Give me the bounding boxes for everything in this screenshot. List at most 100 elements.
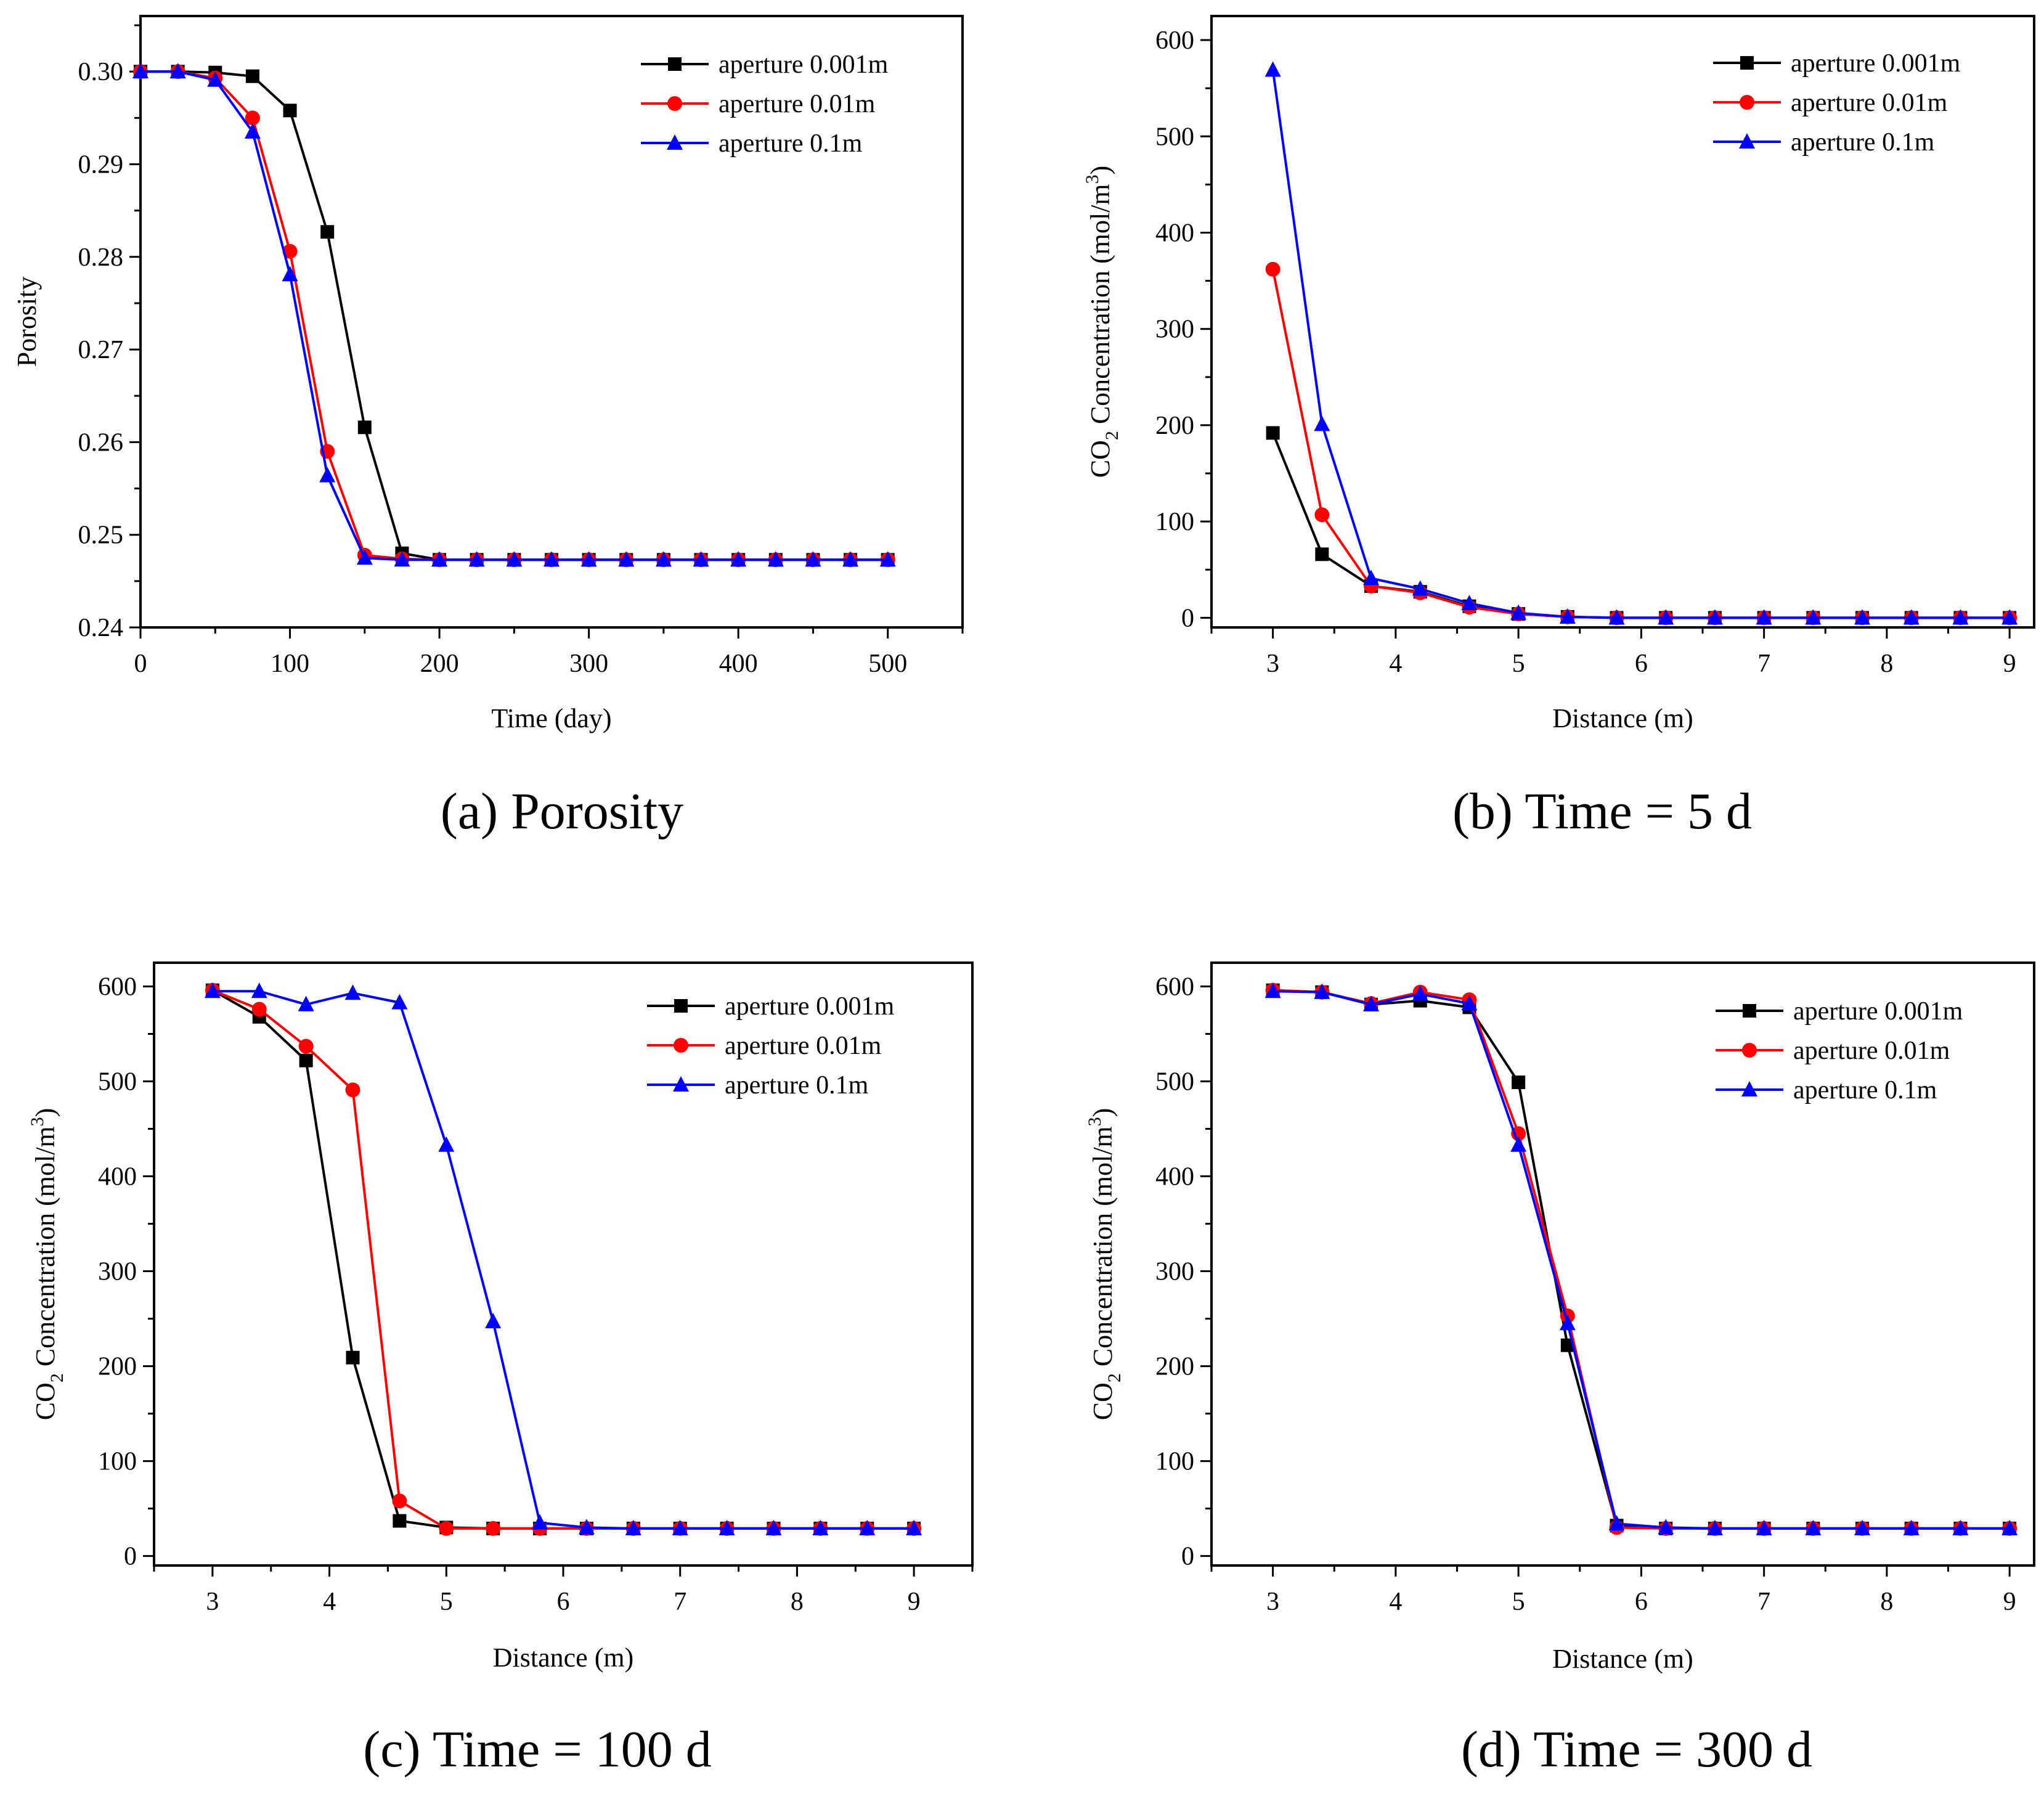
data-point bbox=[1952, 609, 1969, 625]
data-point bbox=[282, 243, 298, 259]
data-point bbox=[394, 551, 410, 567]
y-tick-label: 0.29 bbox=[78, 150, 124, 179]
y-tick-label: 100 bbox=[1155, 508, 1194, 536]
series-line bbox=[1271, 70, 2010, 619]
y-axis-title: CO2 Concentration (mol/m3) bbox=[1082, 166, 1122, 478]
x-axis-title: Time (day) bbox=[491, 703, 611, 733]
series-line bbox=[1272, 989, 2010, 1530]
x-tick-label: 7 bbox=[1757, 650, 1770, 678]
y-tick-label: 0.26 bbox=[78, 428, 124, 457]
legend-label: aperture 0.001m bbox=[1791, 49, 1961, 78]
plot-frame bbox=[1210, 961, 2035, 1567]
series-2 bbox=[1264, 61, 2018, 625]
y-axis-title-part: CO bbox=[1085, 440, 1115, 478]
legend-label: aperture 0.01m bbox=[1793, 1037, 1950, 1065]
legend-label: aperture 0.001m bbox=[725, 992, 895, 1021]
data-point bbox=[468, 551, 485, 567]
legend-label: aperture 0.001m bbox=[1793, 997, 1963, 1026]
series-line bbox=[212, 990, 914, 1530]
data-point bbox=[298, 1039, 314, 1054]
data-point bbox=[431, 551, 448, 567]
data-point bbox=[1461, 995, 1478, 1011]
y-axis-title-subscript: 2 bbox=[1104, 1373, 1125, 1382]
y-tick-label: 0.24 bbox=[78, 614, 124, 642]
y-tick-label: 400 bbox=[1155, 1163, 1194, 1191]
x-tick-label: 300 bbox=[569, 650, 608, 678]
x-tick-label: 4 bbox=[323, 1588, 336, 1616]
data-point bbox=[1608, 1515, 1625, 1531]
data-point bbox=[485, 1313, 502, 1329]
data-point bbox=[1512, 1076, 1526, 1090]
x-tick-label: 7 bbox=[1757, 1588, 1770, 1616]
x-tick-label: 400 bbox=[719, 650, 758, 678]
x-axis-title: Distance (m) bbox=[493, 1643, 633, 1673]
data-point bbox=[1510, 604, 1527, 620]
data-point bbox=[805, 551, 821, 567]
y-tick-label: 500 bbox=[1155, 1068, 1194, 1096]
y-tick-label: 600 bbox=[1155, 973, 1194, 1002]
data-point bbox=[1314, 507, 1330, 523]
data-point bbox=[1461, 594, 1478, 610]
x-tick-label: 3 bbox=[1266, 650, 1279, 678]
x-tick-label: 7 bbox=[674, 1588, 686, 1616]
data-point bbox=[906, 1519, 922, 1535]
series-line bbox=[1272, 990, 2010, 1530]
y-tick-label: 500 bbox=[98, 1068, 137, 1096]
data-point bbox=[245, 110, 260, 126]
x-tick-label: 3 bbox=[1266, 1588, 1279, 1616]
y-axis-title-superscript: 3 bbox=[1082, 174, 1102, 184]
x-axis-title: Distance (m) bbox=[1552, 1644, 1693, 1674]
data-point bbox=[345, 1082, 360, 1098]
y-tick-label: 200 bbox=[1155, 1353, 1194, 1381]
x-tick-label: 9 bbox=[2003, 650, 2016, 678]
y-axis-title-part: Concentration (mol/m bbox=[30, 1126, 60, 1373]
y-axis-title-part: ) bbox=[1088, 1108, 1118, 1117]
data-point bbox=[1854, 1519, 1871, 1535]
x-tick-label: 3 bbox=[206, 1588, 219, 1616]
y-axis-title-part: Concentration (mol/m bbox=[1088, 1126, 1118, 1373]
y-tick-label: 300 bbox=[98, 1258, 137, 1286]
data-point bbox=[765, 1519, 782, 1535]
legend-label: aperture 0.01m bbox=[719, 90, 876, 118]
x-tick-label: 8 bbox=[1880, 650, 1893, 678]
x-tick-label: 5 bbox=[440, 1588, 453, 1616]
data-point bbox=[506, 551, 523, 567]
panel-time-100d: 3 4 5 6 7 8 9 0 100 200 300 400 500 600 Distance (m) CO… bbox=[27, 961, 974, 1778]
legend-marker bbox=[667, 96, 682, 111]
data-point bbox=[1903, 609, 1920, 625]
y-axis-title-subscript: 2 bbox=[1102, 431, 1122, 440]
y-tick-label: 0 bbox=[1181, 1543, 1194, 1571]
y-axis-title-subscript: 2 bbox=[47, 1373, 67, 1382]
x-tick-label: 200 bbox=[420, 650, 459, 678]
data-point bbox=[1412, 580, 1428, 596]
y-axis-title-superscript: 3 bbox=[27, 1117, 47, 1126]
data-point bbox=[1854, 609, 1871, 625]
series-2 bbox=[132, 63, 896, 567]
x-axis-title: Distance (m) bbox=[1552, 703, 1693, 733]
data-point bbox=[1706, 609, 1723, 625]
legend-marker bbox=[1742, 1043, 1757, 1058]
x-tick-label: 6 bbox=[557, 1588, 570, 1616]
data-point bbox=[1756, 1519, 1772, 1535]
data-point bbox=[1315, 547, 1329, 561]
data-point bbox=[244, 123, 261, 139]
legend-marker bbox=[1740, 56, 1754, 70]
data-point bbox=[346, 1350, 360, 1365]
legend: aperture 0.001m aperture 0.01m aperture 0.… bbox=[641, 51, 889, 158]
legend-marker bbox=[674, 999, 688, 1013]
y-axis-title-part: CO bbox=[1088, 1382, 1118, 1420]
data-point bbox=[693, 551, 709, 567]
chart-porosity: 0 100 200 300 400 500 0.24 0.25 0.26 0.27 0.28 0.29… bbox=[12, 15, 964, 733]
data-point bbox=[1412, 985, 1428, 1001]
data-point bbox=[245, 69, 259, 83]
data-point bbox=[1952, 1519, 1969, 1535]
data-point bbox=[204, 982, 221, 998]
data-point bbox=[1805, 609, 1822, 625]
data-point bbox=[1559, 608, 1576, 624]
data-point bbox=[719, 1519, 735, 1535]
data-point bbox=[391, 994, 408, 1010]
legend-marker bbox=[673, 1076, 689, 1092]
data-point bbox=[356, 549, 373, 565]
y-tick-label: 0 bbox=[1181, 604, 1194, 632]
